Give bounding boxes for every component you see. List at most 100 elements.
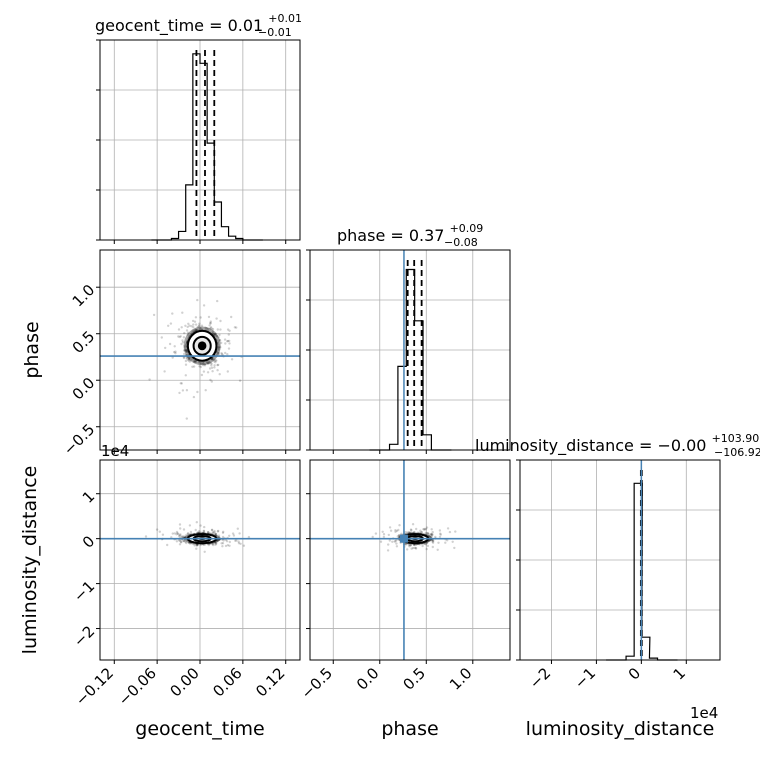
luminosity_distance-vs-phase-point-230 — [423, 528, 426, 531]
phase-vs-geocent_time-point-569 — [194, 328, 197, 331]
xticklabel-geocent_time-3: 0.06 — [209, 664, 245, 700]
phase-vs-geocent_time-point-570 — [184, 349, 188, 352]
phase-vs-geocent_time-point-1179 — [201, 361, 205, 365]
luminosity_distance-vs-phase-point-709 — [432, 539, 435, 543]
luminosity_distance-vs-phase-point-982 — [409, 544, 412, 547]
luminosity_distance-vs-geocent_time-point-1192 — [194, 528, 197, 532]
luminosity_distance-vs-geocent_time-point-168 — [188, 533, 191, 536]
luminosity_distance-vs-phase-point-333 — [389, 529, 393, 532]
phase-vs-geocent_time-point-657 — [180, 382, 183, 385]
phase-vs-geocent_time-point-671 — [160, 336, 163, 339]
luminosity_distance-vs-geocent_time-frame — [99, 459, 301, 661]
phase-vs-geocent_time-point-97 — [204, 389, 207, 392]
luminosity_distance-vs-phase-point-1136 — [446, 539, 449, 542]
phase-vs-geocent_time-point-603 — [205, 327, 208, 330]
luminosity_distance-vs-phase-point-528 — [453, 546, 456, 550]
phase-vs-geocent_time-point-263 — [186, 358, 190, 361]
luminosity_distance-vs-phase-point-46 — [395, 529, 399, 533]
phase-vs-geocent_time-point-374 — [196, 326, 199, 329]
phase-vs-geocent_time-point-1126 — [187, 358, 191, 361]
luminosity_distance-vs-phase-point-71 — [395, 545, 399, 548]
luminosity_distance-vs-geocent_time-point-839 — [206, 531, 210, 534]
luminosity_distance-vs-geocent_time-point-1032 — [237, 542, 241, 545]
phase-vs-geocent_time-point-1310 — [192, 326, 195, 329]
luminosity_distance-vs-geocent_time-point-431 — [232, 534, 236, 537]
phase-vs-geocent_time-point-1010 — [215, 334, 219, 338]
luminosity_distance-vs-geocent_time-point-512 — [175, 533, 178, 536]
luminosity_distance-vs-phase-point-804 — [448, 530, 452, 534]
phase-vs-geocent_time-point-500 — [216, 369, 219, 372]
phase-vs-geocent_time-point-285 — [193, 359, 196, 363]
title-phase: phase = 0.37 +0.09 — [337, 222, 483, 245]
phase-vs-geocent_time-point-198 — [193, 329, 196, 333]
xlabel-geocent_time: geocent_time — [135, 718, 264, 740]
phase-vs-geocent_time-point-192 — [192, 365, 196, 368]
luminosity_distance-vs-geocent_time-point-754 — [214, 543, 217, 546]
xticklabel-phase-2: 0.5 — [400, 664, 430, 694]
luminosity_distance-vs-phase-point-820 — [397, 534, 401, 537]
xticklabel-luminosity_distance-2: 0 — [625, 664, 644, 683]
phase-vs-geocent_time-point-247 — [210, 380, 213, 383]
phase-vs-geocent_time-point-553 — [194, 360, 198, 364]
luminosity_distance-vs-phase-point-149 — [431, 540, 434, 543]
luminosity_distance-vs-phase-point-368 — [430, 528, 433, 531]
phase-vs-geocent_time-point-548 — [214, 359, 217, 362]
luminosity_distance-vs-geocent_time-point-256 — [195, 543, 198, 546]
phase-vs-geocent_time-point-942 — [202, 364, 205, 367]
phase-vs-geocent_time-point-845 — [224, 342, 227, 345]
phase-vs-geocent_time-point-1062 — [173, 345, 176, 348]
phase-vs-geocent_time-point-855 — [148, 378, 151, 381]
luminosity_distance-vs-phase-point-57 — [431, 545, 434, 549]
phase-vs-geocent_time-point-587 — [219, 328, 222, 331]
luminosity_distance-vs-geocent_time-point-302 — [161, 533, 165, 536]
luminosity_distance-vs-phase-point-628 — [425, 547, 428, 551]
luminosity_distance-vs-geocent_time-point-827 — [203, 543, 206, 546]
phase-vs-geocent_time-point-1025 — [217, 336, 220, 339]
luminosity_distance-vs-phase-point-618 — [410, 547, 413, 550]
phase-vs-geocent_time-point-1076 — [209, 361, 212, 365]
xticklabel-phase-3: 1.0 — [446, 664, 476, 694]
phase-vs-geocent_time-point-70 — [217, 348, 221, 351]
phase-vs-geocent_time-point-874 — [212, 358, 216, 361]
luminosity_distance-vs-geocent_time-point-484 — [221, 545, 224, 548]
xticklabel-geocent_time-0: −0.12 — [72, 664, 117, 709]
luminosity_distance-vs-geocent_time-point-429 — [182, 528, 186, 531]
luminosity_distance-vs-phase-point-933 — [444, 541, 447, 544]
luminosity_distance-vs-geocent_time-point-620 — [179, 533, 182, 536]
phase-vs-geocent_time-point-531 — [228, 329, 231, 332]
phase-vs-geocent_time-point-239 — [218, 373, 221, 376]
phase-vs-geocent_time-point-1194 — [226, 339, 230, 343]
yticklabel-phase-2: 0.5 — [69, 327, 99, 357]
luminosity_distance-vs-phase-point-78 — [437, 541, 440, 544]
phase-vs-geocent_time-point-1222 — [209, 378, 212, 382]
luminosity_distance-vs-geocent_time-point-278 — [221, 531, 225, 534]
phase-vs-geocent_time-point-508 — [187, 322, 190, 325]
phase-vs-geocent_time-point-1349 — [203, 364, 207, 367]
luminosity_distance-vs-phase-point-505 — [406, 548, 409, 551]
luminosity_distance-vs-phase-bg — [310, 460, 510, 660]
phase-vs-geocent_time-point-709 — [206, 327, 210, 330]
luminosity_distance-vs-geocent_time-point-771 — [216, 530, 220, 533]
luminosity_distance-vs-phase-point-738 — [394, 530, 397, 533]
luminosity_distance-vs-phase-point-1162 — [414, 543, 418, 547]
luminosity_distance-vs-geocent_time-point-183 — [193, 544, 196, 547]
xticklabel-luminosity_distance-3: 1 — [670, 664, 689, 683]
phase-vs-geocent_time-point-843 — [191, 365, 194, 368]
phase-vs-geocent_time-point-1104 — [186, 325, 189, 329]
phase-vs-geocent_time-point-1269 — [202, 304, 206, 307]
phase-vs-geocent_time-point-563 — [188, 356, 192, 360]
phase-vs-geocent_time-point-1398 — [185, 389, 189, 392]
phase-vs-geocent_time-point-768 — [185, 329, 189, 332]
phase-vs-geocent_time-point-255 — [191, 358, 194, 361]
luminosity_distance-vs-phase-point-1170 — [423, 542, 426, 545]
luminosity_distance-vs-phase-point-353 — [426, 532, 429, 535]
phase-vs-geocent_time-point-171 — [207, 362, 210, 365]
luminosity_distance-vs-geocent_time-point-243 — [207, 543, 210, 547]
luminosity_distance-vs-phase-point-596 — [427, 532, 430, 535]
luminosity_distance-vs-geocent_time-point-98 — [247, 535, 251, 539]
yticklabel-luminosity_distance-2: 0 — [79, 532, 98, 551]
luminosity_distance-vs-geocent_time-point-191 — [155, 528, 159, 531]
luminosity_distance-vs-phase-point-556 — [379, 540, 383, 543]
phase-vs-geocent_time-point-252 — [218, 346, 221, 349]
phase-vs-geocent_time-point-547 — [226, 340, 229, 343]
